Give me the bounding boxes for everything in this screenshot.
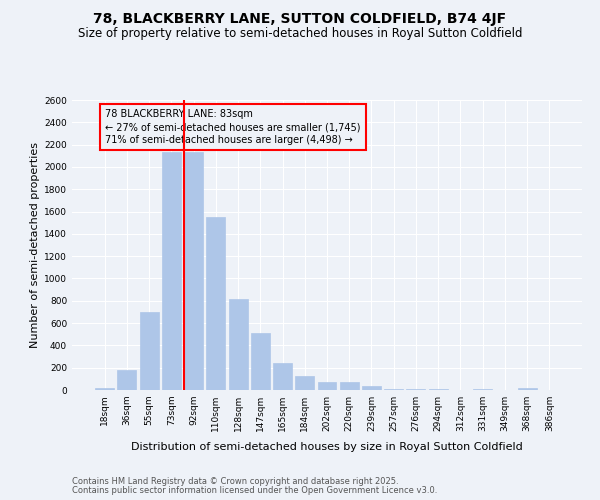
Bar — [162, 152, 181, 390]
Bar — [340, 382, 359, 390]
Text: Contains public sector information licensed under the Open Government Licence v3: Contains public sector information licen… — [72, 486, 437, 495]
Bar — [140, 312, 158, 390]
Bar — [229, 298, 248, 390]
Bar — [362, 386, 381, 390]
Bar — [384, 389, 403, 390]
Bar — [95, 388, 114, 390]
Bar — [317, 382, 337, 390]
Text: 78 BLACKBERRY LANE: 83sqm
← 27% of semi-detached houses are smaller (1,745)
71% : 78 BLACKBERRY LANE: 83sqm ← 27% of semi-… — [105, 109, 361, 146]
Bar — [118, 370, 136, 390]
Bar — [251, 332, 270, 390]
Bar — [518, 388, 536, 390]
Text: Distribution of semi-detached houses by size in Royal Sutton Coldfield: Distribution of semi-detached houses by … — [131, 442, 523, 452]
Text: 78, BLACKBERRY LANE, SUTTON COLDFIELD, B74 4JF: 78, BLACKBERRY LANE, SUTTON COLDFIELD, B… — [94, 12, 506, 26]
Y-axis label: Number of semi-detached properties: Number of semi-detached properties — [30, 142, 40, 348]
Bar — [295, 376, 314, 390]
Text: Contains HM Land Registry data © Crown copyright and database right 2025.: Contains HM Land Registry data © Crown c… — [72, 478, 398, 486]
Text: Size of property relative to semi-detached houses in Royal Sutton Coldfield: Size of property relative to semi-detach… — [78, 28, 522, 40]
Bar — [184, 152, 203, 390]
Bar — [273, 362, 292, 390]
Bar — [206, 217, 225, 390]
